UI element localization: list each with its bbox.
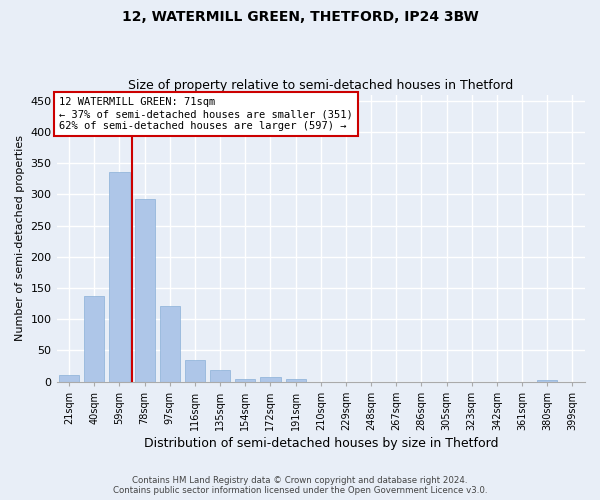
Bar [537, 380, 557, 382]
Bar [185, 360, 205, 382]
Bar [59, 376, 79, 382]
Bar [286, 378, 305, 382]
Y-axis label: Number of semi-detached properties: Number of semi-detached properties [15, 135, 25, 341]
Bar [109, 172, 130, 382]
Bar [160, 306, 180, 382]
Title: Size of property relative to semi-detached houses in Thetford: Size of property relative to semi-detach… [128, 79, 514, 92]
Bar [235, 378, 256, 382]
X-axis label: Distribution of semi-detached houses by size in Thetford: Distribution of semi-detached houses by … [143, 437, 498, 450]
Bar [134, 199, 155, 382]
Bar [84, 296, 104, 382]
Text: 12 WATERMILL GREEN: 71sqm
← 37% of semi-detached houses are smaller (351)
62% of: 12 WATERMILL GREEN: 71sqm ← 37% of semi-… [59, 98, 353, 130]
Text: Contains HM Land Registry data © Crown copyright and database right 2024.
Contai: Contains HM Land Registry data © Crown c… [113, 476, 487, 495]
Bar [210, 370, 230, 382]
Bar [260, 378, 281, 382]
Text: 12, WATERMILL GREEN, THETFORD, IP24 3BW: 12, WATERMILL GREEN, THETFORD, IP24 3BW [122, 10, 478, 24]
